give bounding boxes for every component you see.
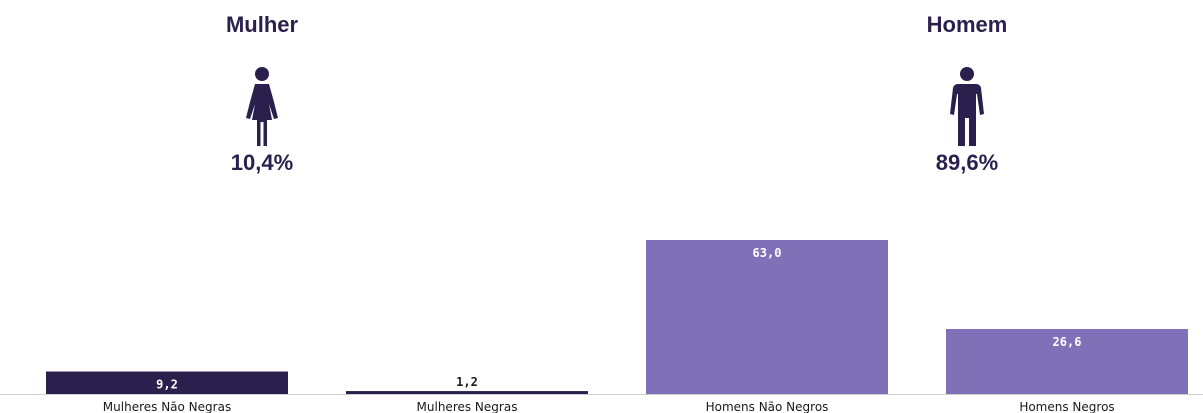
female-percent: 10,4% (230, 150, 294, 175)
bar-mulheres-nao-negras (46, 371, 288, 394)
value-label-mulheres-negras: 1,2 (456, 375, 478, 389)
value-label-homens-negros: 26,6 (1053, 335, 1082, 349)
bar-homens-nao-negros (646, 240, 888, 394)
category-label-homens-negros: Homens Negros (1019, 400, 1114, 413)
male-person-icon (950, 67, 984, 146)
category-label-mulheres-nao-negras: Mulheres Não Negras (103, 400, 231, 413)
male-title: Homem (926, 12, 1008, 37)
male-percent: 89,6% (935, 150, 999, 175)
category-label-mulheres-negras: Mulheres Negras (417, 400, 518, 413)
female-person-icon (246, 67, 278, 146)
category-label-homens-nao-negros: Homens Não Negros (706, 400, 829, 413)
bar-homens-negros (946, 328, 1188, 394)
value-label-homens-nao-negros: 63,0 (753, 246, 782, 260)
value-label-mulheres-nao-negras: 9,2 (156, 378, 178, 392)
female-title: Mulher (225, 12, 299, 37)
bar-mulheres-negras (346, 391, 588, 394)
